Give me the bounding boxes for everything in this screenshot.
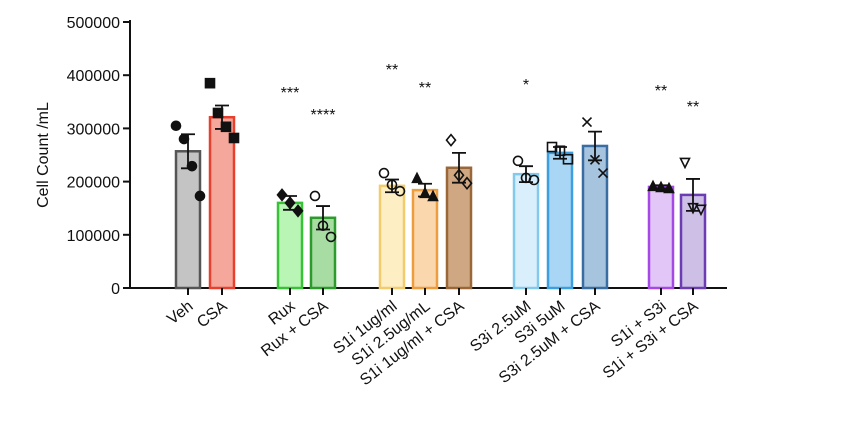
y-tick-label: 0 [111,281,120,298]
y-tick-label: 400000 [67,68,120,85]
y-tick-label: 200000 [67,175,120,192]
data-point [284,196,296,210]
data-point [512,155,524,167]
data-point [212,107,224,119]
data-point [228,132,240,144]
data-point [655,180,667,193]
data-point [554,145,566,157]
data-point [687,202,699,215]
data-point [445,133,457,147]
data-point [276,188,288,202]
x-tick-label: CSA [194,298,231,332]
significance-label: *** [281,85,300,102]
data-point [581,116,593,128]
y-tick-label: 500000 [67,15,120,32]
data-point [178,133,190,145]
bar [208,115,236,290]
data-point [411,171,423,184]
significance-label: * [523,77,529,94]
data-point [292,204,304,218]
data-point [309,190,321,202]
data-point [679,157,691,170]
data-point [394,185,406,197]
data-point [589,154,601,165]
data-point [597,168,609,179]
bar [378,184,406,290]
bar [411,188,439,290]
data-point [220,121,232,133]
significance-label: ** [386,62,398,79]
y-tick-label: 100000 [67,228,120,245]
data-point [427,189,439,202]
data-point [663,181,675,194]
data-point [378,167,390,179]
significance-label: ** [419,80,431,97]
data-point [170,120,182,132]
bar [546,151,574,290]
y-tick-label: 300000 [67,121,120,138]
bar [445,166,473,290]
y-axis-label: Cell Count /mL [35,102,52,208]
data-point [204,77,216,89]
data-point [186,160,198,172]
data-point [419,186,431,199]
bar [581,144,609,290]
data-point [325,231,337,243]
data-point [194,190,206,202]
bar [174,150,202,290]
data-point [317,220,329,232]
data-point [695,204,707,217]
data-point [453,168,465,182]
data-point [562,153,574,165]
significance-label: ** [687,99,699,116]
significance-label: ** [655,83,667,100]
data-point [461,176,473,190]
error-bar [385,178,399,194]
bar [647,185,675,290]
x-tick-label: Veh [164,298,196,328]
data-point [647,179,659,192]
data-point [528,174,540,186]
bar [512,172,540,290]
significance-label: **** [311,107,336,124]
error-bar [686,178,700,212]
data-point [386,179,398,191]
